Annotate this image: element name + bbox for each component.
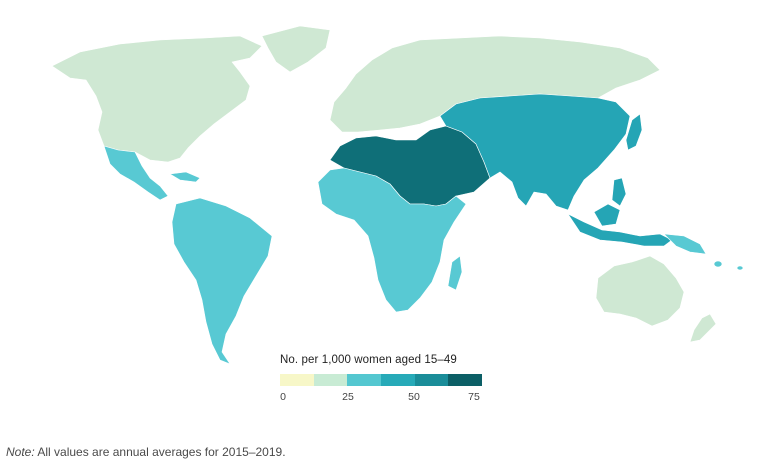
- legend-swatch: [347, 374, 382, 386]
- note-text: All values are annual averages for 2015–…: [34, 445, 286, 459]
- region-madagascar: [447, 255, 463, 291]
- region-europe-russia: [329, 35, 661, 133]
- region-sub-saharan-africa: [317, 167, 467, 313]
- legend-ticks: 0 25 50 75: [280, 391, 482, 407]
- region-pacific-islands: [713, 260, 723, 268]
- color-legend: No. per 1,000 women aged 15–49 0 25 50 7…: [280, 354, 485, 407]
- legend-swatch: [448, 374, 483, 386]
- region-borneo: [593, 203, 621, 227]
- region-philippines: [611, 177, 627, 207]
- legend-color-bar: [280, 374, 483, 386]
- legend-swatch: [280, 374, 314, 386]
- legend-tick: 0: [280, 391, 286, 403]
- legend-swatch: [313, 374, 348, 386]
- region-southeast-asia-islands: [567, 213, 673, 247]
- legend-swatch: [414, 374, 449, 386]
- legend-tick: 25: [342, 391, 354, 403]
- region-south-america: [171, 197, 273, 365]
- region-australia: [595, 255, 685, 327]
- region-pacific-islands-2: [736, 265, 744, 271]
- region-greenland: [261, 25, 331, 73]
- legend-title: No. per 1,000 women aged 15–49: [280, 354, 457, 366]
- region-new-zealand: [689, 313, 717, 343]
- region-papua: [663, 233, 707, 255]
- legend-swatch: [381, 374, 415, 386]
- region-central-america: [103, 145, 169, 201]
- footnote: Note: All values are annual averages for…: [6, 445, 286, 459]
- region-caribbean: [169, 171, 201, 183]
- region-asia: [439, 93, 631, 211]
- region-japan: [625, 113, 643, 151]
- legend-tick: 50: [408, 391, 420, 403]
- region-north-america: [51, 35, 263, 163]
- legend-tick: 75: [468, 391, 480, 403]
- note-label: Note:: [6, 445, 35, 459]
